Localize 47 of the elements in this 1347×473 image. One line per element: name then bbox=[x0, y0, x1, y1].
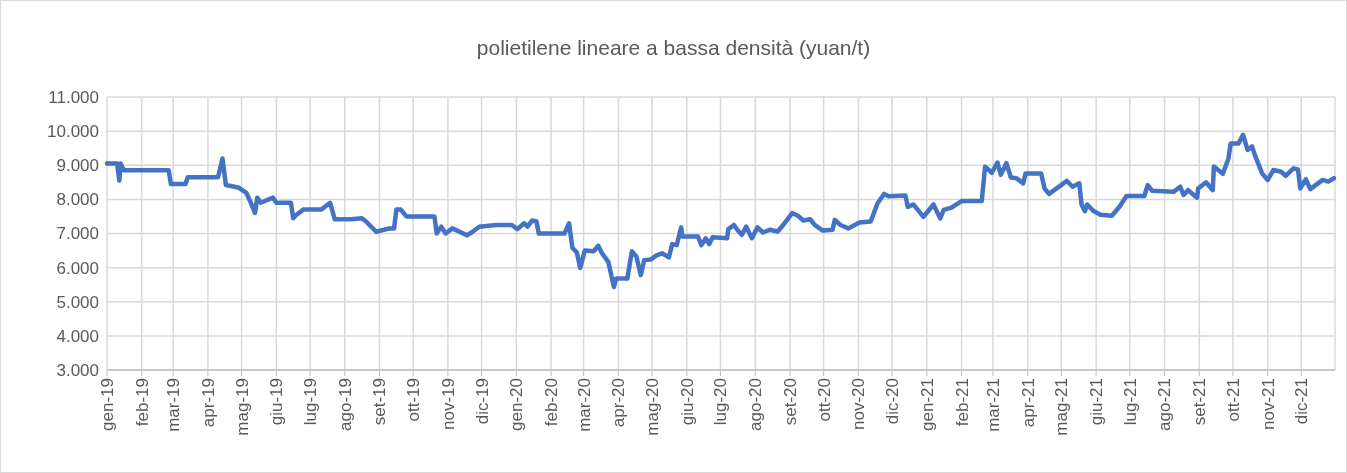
x-tick-label: nov-21 bbox=[1258, 378, 1278, 430]
x-tick-label: lug-19 bbox=[300, 378, 320, 426]
x-tick-label: gen-21 bbox=[917, 378, 937, 431]
x-tick-label: set-21 bbox=[1190, 378, 1210, 426]
y-tick-label: 5.000 bbox=[56, 292, 99, 312]
x-tick-label: ott-20 bbox=[814, 378, 834, 422]
x-tick-label: dic-21 bbox=[1292, 378, 1312, 425]
x-tick-label: dic-20 bbox=[882, 378, 902, 425]
x-tick-label: feb-21 bbox=[952, 378, 972, 427]
x-tick-label: lug-21 bbox=[1120, 378, 1140, 426]
y-tick-label: 9.000 bbox=[56, 156, 99, 176]
x-tick-label: mag-20 bbox=[642, 378, 662, 436]
x-tick-label: nov-19 bbox=[438, 378, 458, 430]
x-tick-label: mag-21 bbox=[1052, 378, 1072, 436]
x-tick-label: ago-19 bbox=[335, 378, 355, 431]
y-tick-label: 11.000 bbox=[48, 87, 99, 107]
x-tick-label: mag-19 bbox=[232, 378, 252, 436]
y-tick-label: 3.000 bbox=[56, 360, 99, 380]
x-tick-label: apr-21 bbox=[1018, 378, 1038, 428]
x-tick-label: set-20 bbox=[780, 378, 800, 426]
x-tick-label: lug-20 bbox=[711, 378, 731, 426]
y-tick-label: 6.000 bbox=[56, 258, 99, 278]
y-tick-label: 10.000 bbox=[47, 122, 99, 142]
x-tick-label: feb-19 bbox=[132, 378, 152, 427]
x-tick-label: ago-20 bbox=[746, 378, 766, 431]
x-tick-label: nov-20 bbox=[849, 378, 869, 430]
x-tick-label: giu-21 bbox=[1087, 378, 1107, 426]
x-tick-label: set-19 bbox=[370, 378, 390, 426]
x-tick-label: apr-19 bbox=[198, 378, 218, 428]
x-tick-label: apr-20 bbox=[609, 378, 629, 428]
x-tick-label: ott-21 bbox=[1223, 378, 1243, 422]
x-tick-label: gen-20 bbox=[507, 378, 527, 431]
x-tick-label: giu-19 bbox=[267, 378, 287, 426]
y-tick-label: 7.000 bbox=[56, 224, 99, 244]
x-tick-label: mar-19 bbox=[164, 378, 184, 432]
x-tick-label: dic-19 bbox=[472, 378, 492, 425]
x-tick-label: gen-19 bbox=[97, 378, 117, 431]
x-tick-label: ago-21 bbox=[1155, 378, 1175, 431]
y-tick-label: 4.000 bbox=[56, 326, 99, 346]
chart-title: polietilene lineare a bassa densità (yuan/t) bbox=[476, 36, 871, 59]
line-series bbox=[104, 132, 1337, 290]
x-tick-label: giu-20 bbox=[677, 378, 697, 426]
x-tick-label: ott-19 bbox=[404, 378, 424, 422]
x-tick-label: mar-21 bbox=[983, 378, 1003, 432]
x-tick-label: mar-20 bbox=[574, 378, 594, 432]
x-tick-label: feb-20 bbox=[542, 378, 562, 427]
y-tick-label: 8.000 bbox=[56, 190, 99, 210]
